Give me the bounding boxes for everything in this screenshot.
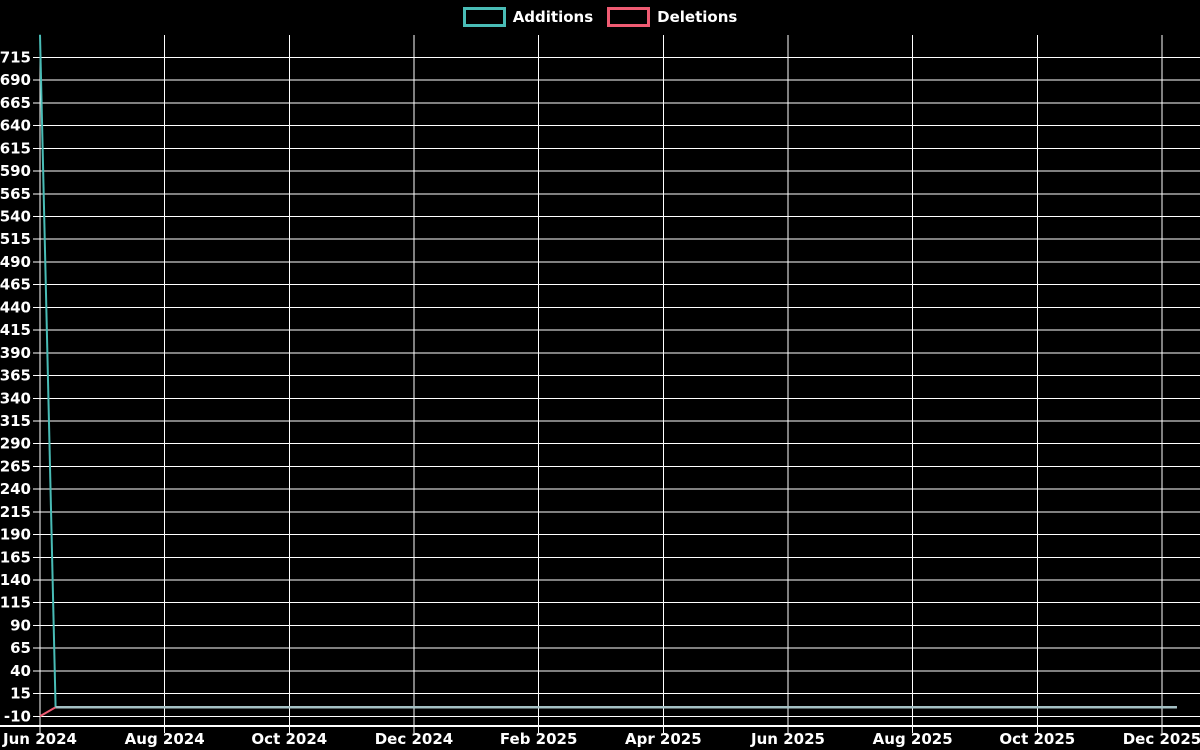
y-tick-label: 265: [0, 457, 31, 475]
y-tick-label: 590: [0, 162, 31, 180]
y-tick-label: 40: [10, 662, 31, 680]
y-tick-label: 165: [0, 548, 31, 566]
y-tick-label: 465: [0, 276, 31, 294]
x-tick-label: Dec 2024: [375, 730, 454, 748]
y-tick-label: 640: [0, 117, 31, 135]
y-tick-label: 665: [0, 94, 31, 112]
y-tick-label: 515: [0, 230, 31, 248]
x-tick-label: Feb 2025: [500, 730, 578, 748]
y-tick-label: 140: [0, 571, 31, 589]
y-tick-label: 90: [10, 616, 31, 634]
chart-legend: Additions Deletions: [0, 7, 1200, 27]
deletions-swatch-icon: [607, 7, 651, 27]
y-tick-label: 215: [0, 503, 31, 521]
x-tick-label: Apr 2025: [625, 730, 702, 748]
y-tick-label: 290: [0, 435, 31, 453]
y-tick-label: 415: [0, 321, 31, 339]
y-tick-label: 690: [0, 71, 31, 89]
legend-item-additions[interactable]: Additions: [462, 7, 594, 27]
y-tick-label: 365: [0, 367, 31, 385]
additions-swatch-icon: [462, 7, 506, 27]
deletions-line: [39, 706, 1177, 718]
x-tick-label: Oct 2025: [999, 730, 1075, 748]
x-tick-label: Jun 2024: [2, 730, 77, 748]
x-tick-label: Oct 2024: [251, 730, 327, 748]
legend-label-additions: Additions: [512, 7, 594, 26]
y-tick-label: 490: [0, 253, 31, 271]
x-tick-label: Jun 2025: [750, 730, 825, 748]
legend-label-deletions: Deletions: [657, 7, 738, 26]
additions-line: [39, 34, 57, 708]
x-tick-label: Aug 2024: [125, 730, 205, 748]
y-tick-label: 715: [0, 48, 31, 66]
y-tick-label: 615: [0, 139, 31, 157]
y-tick-label: 340: [0, 389, 31, 407]
y-tick-label: 190: [0, 526, 31, 544]
x-tick-label: Dec 2025: [1123, 730, 1200, 748]
y-tick-label: -10: [4, 707, 31, 725]
y-tick-label: 315: [0, 412, 31, 430]
y-tick-label: 390: [0, 344, 31, 362]
x-tick-label: Aug 2025: [873, 730, 953, 748]
y-tick-label: 15: [10, 685, 31, 703]
y-tick-label: 565: [0, 185, 31, 203]
y-tick-label: 240: [0, 480, 31, 498]
y-tick-label: 115: [0, 594, 31, 612]
y-tick-label: 440: [0, 298, 31, 316]
y-tick-label: 540: [0, 208, 31, 226]
legend-item-deletions[interactable]: Deletions: [607, 7, 737, 27]
y-tick-label: 65: [10, 639, 31, 657]
